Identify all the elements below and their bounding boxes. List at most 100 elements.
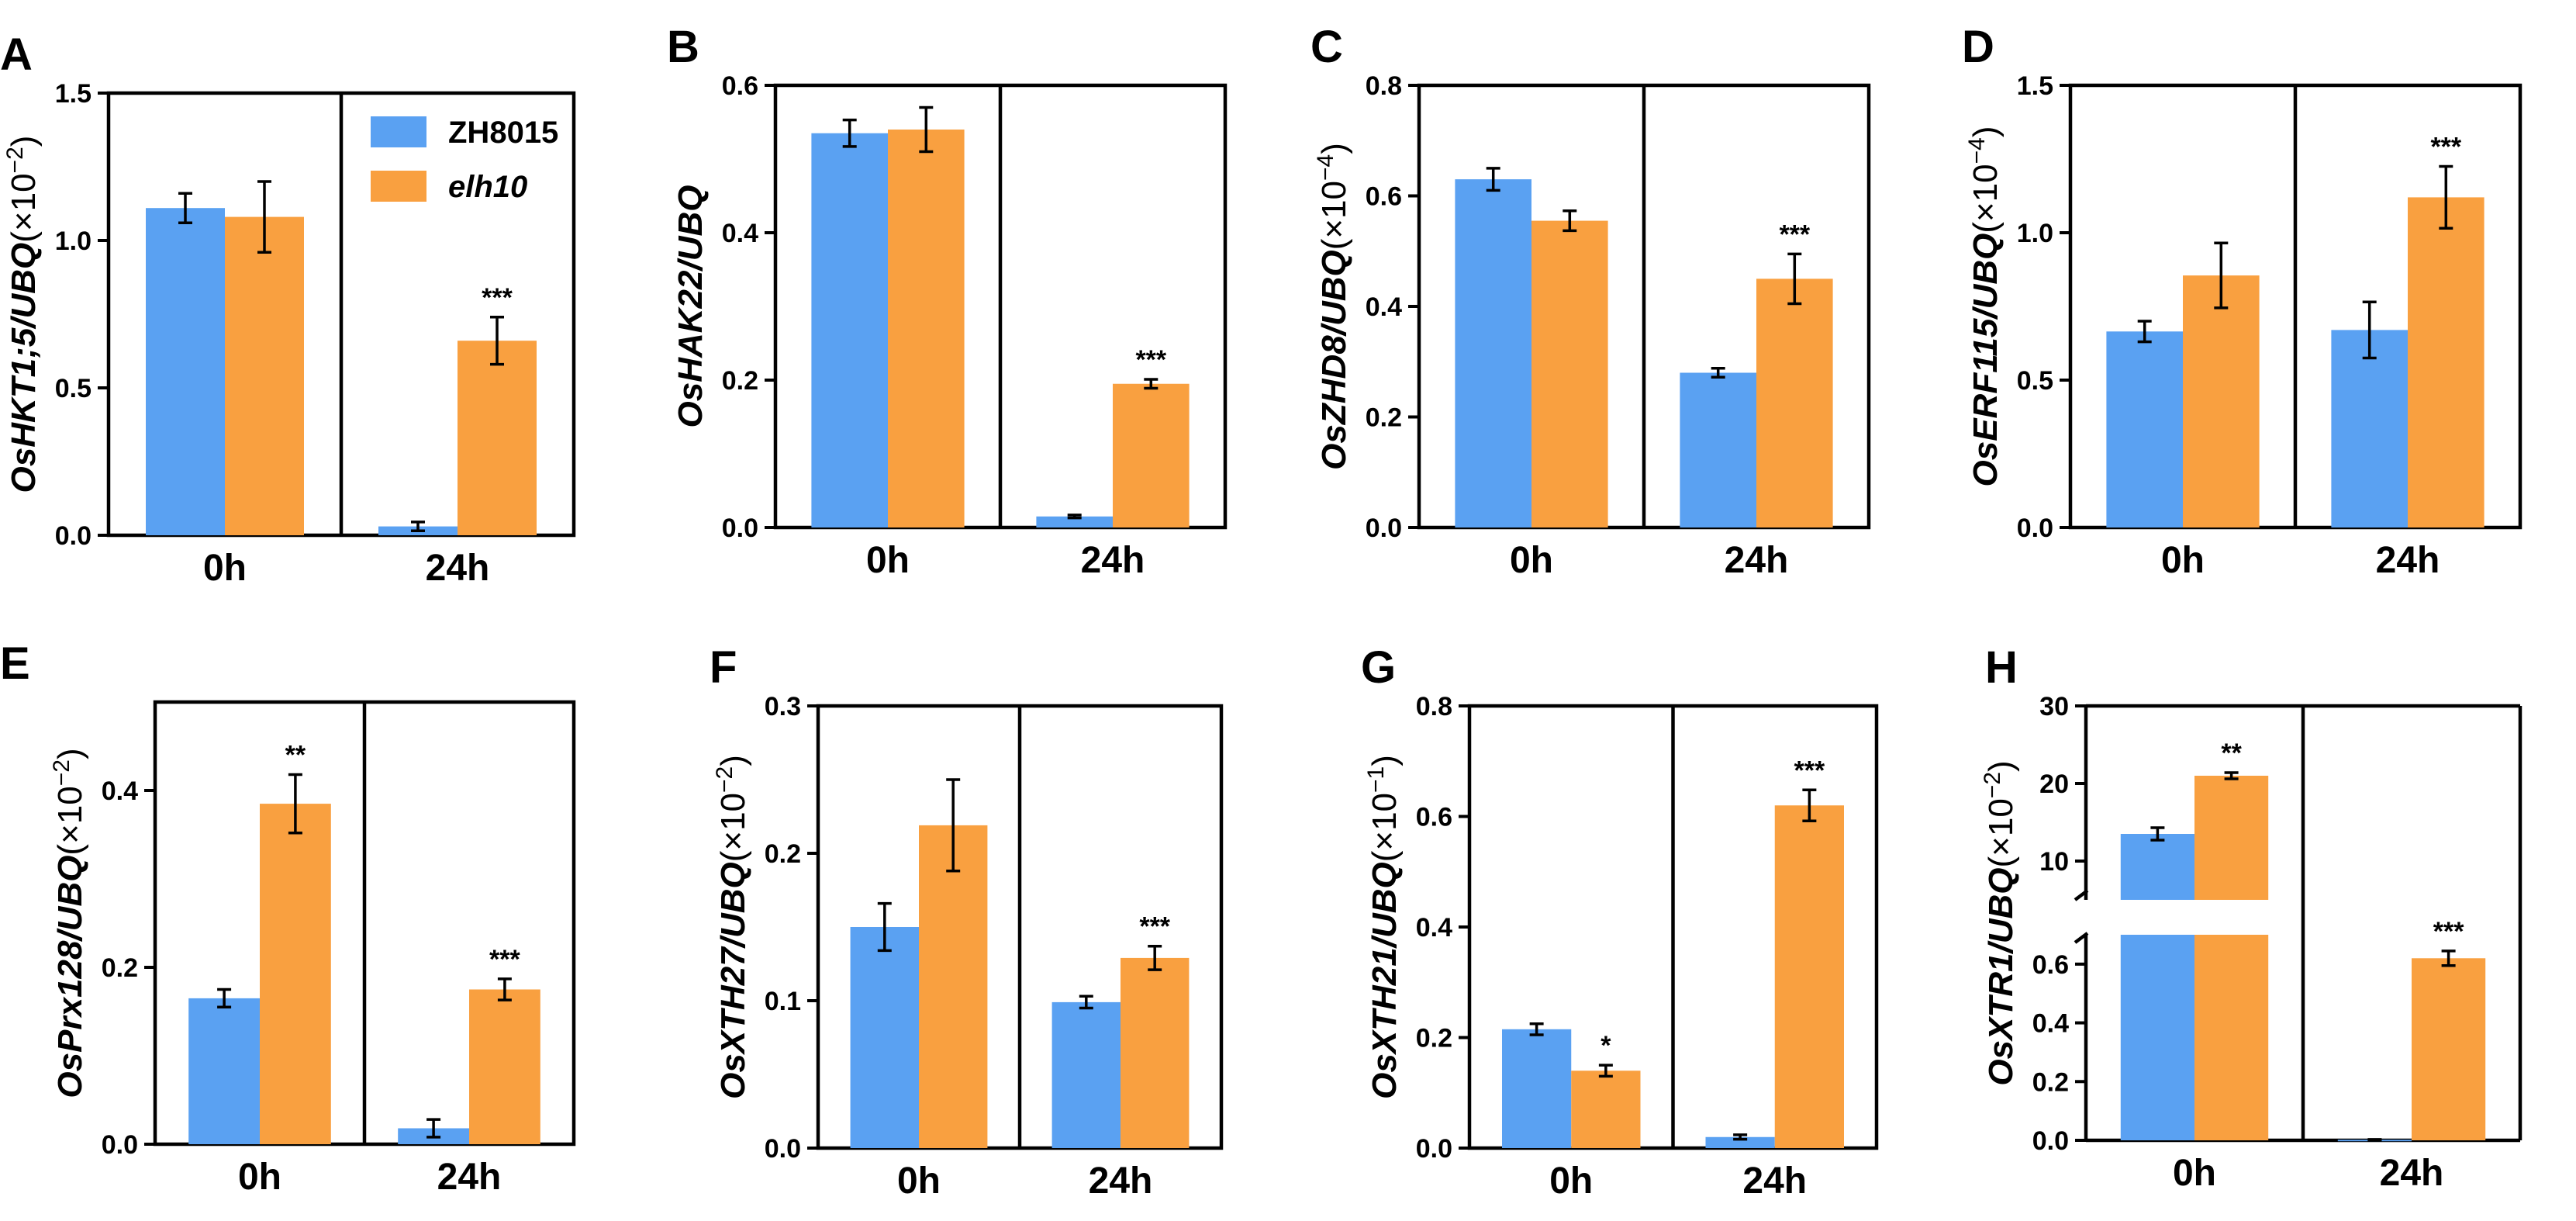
- bar-elh10-24h: [1121, 957, 1190, 1148]
- bar-zh8015-0h: [188, 998, 260, 1144]
- ylabel-scale: (×10: [51, 786, 89, 855]
- ylabel-close: ): [1967, 126, 2005, 137]
- bar-elh10-24h: [2412, 958, 2486, 1140]
- legend-label: ZH8015: [448, 116, 558, 150]
- panel-C: C OsZHD8/UBQ(×10−4) 0h 24h 0.0 0.2 0.4 0.6 0.8 **…: [1310, 22, 1871, 581]
- panel-F: F OsXTH27/UBQ(×10−2) 0h 24h 0.0 0.1 0.2 0.3 ***: [710, 642, 1224, 1202]
- bar-elh10-24h: [1756, 278, 1833, 527]
- x-category-label: 0h: [2173, 1153, 2216, 1194]
- x-category-label: 24h: [2376, 540, 2440, 581]
- bar-zh8015-0h-lower: [2120, 935, 2194, 1140]
- bar-elh10-24h: [1113, 383, 1190, 527]
- y-tick-label: 0.0: [2032, 1126, 2069, 1156]
- ylabel-ref: /UBQ: [1967, 233, 2005, 320]
- significance-mark: *: [1601, 1031, 1611, 1060]
- significance-mark: ***: [489, 945, 520, 974]
- significance-mark: ***: [1139, 912, 1170, 942]
- y-tick-label: 0.0: [765, 1134, 801, 1164]
- y-tick-label: 0.4: [1416, 913, 1452, 943]
- y-tick-label: 1.0: [2017, 219, 2053, 248]
- ylabel-scale: (×10: [1982, 798, 2020, 867]
- y-tick-label: 0.4: [722, 219, 758, 248]
- y-axis-label: OsERF115/UBQ(×10−4): [1964, 126, 2005, 486]
- legend: ZH8015 elh10: [371, 116, 558, 204]
- ylabel-exponent: −2: [712, 766, 737, 793]
- y-tick-label: 0.0: [722, 514, 758, 543]
- y-tick-label: 0.8: [1366, 71, 1402, 101]
- panel-letter: G: [1361, 642, 1396, 693]
- bar-elh10-0h-lower: [2194, 935, 2269, 1140]
- panel-letter: F: [710, 642, 737, 693]
- ylabel-ref: /UBQ: [1315, 250, 1353, 337]
- y-tick-label: 0.2: [2032, 1067, 2069, 1097]
- bar-elh10-24h: [1774, 805, 1844, 1148]
- x-category-label: 24h: [1742, 1160, 1807, 1202]
- y-tick-label: 0.2: [102, 953, 138, 983]
- y-tick-label: 0.2: [1366, 403, 1402, 433]
- bar-zh8015-0h-upper: [2120, 834, 2194, 900]
- ylabel-gene: OsHKT1;5: [5, 327, 43, 493]
- y-axis-label: OsXTH21/UBQ(×10−1): [1363, 755, 1404, 1099]
- bar-elh10-0h: [919, 825, 988, 1148]
- bar-elh10-24h: [2408, 197, 2484, 527]
- bar-zh8015-0h: [811, 133, 888, 527]
- bar-zh8015-24h: [1036, 516, 1113, 527]
- ylabel-gene: OsXTH21: [1366, 947, 1404, 1099]
- bar-elh10-0h: [888, 130, 965, 527]
- y-tick-label: 0.5: [2017, 366, 2053, 396]
- bar-elh10-0h: [225, 216, 304, 535]
- x-category-label: 0h: [897, 1160, 941, 1202]
- ylabel-scale: (×10: [1967, 164, 2005, 233]
- ylabel-scale: (×10: [1366, 793, 1404, 862]
- bar-zh8015-0h: [1502, 1029, 1572, 1148]
- y-tick-label: 20: [2039, 770, 2069, 799]
- x-category-label: 24h: [1725, 540, 1789, 581]
- significance-mark: ***: [2433, 917, 2464, 946]
- bar-elh10-0h: [1571, 1071, 1641, 1148]
- legend-swatch-elh10: [371, 171, 426, 202]
- panel-letter: H: [1985, 642, 2018, 693]
- y-tick-label: 0.6: [722, 71, 758, 101]
- legend-swatch-zh8015: [371, 116, 426, 147]
- y-axis-label: OsZHD8/UBQ(×10−4): [1313, 143, 1353, 470]
- significance-mark: ***: [1794, 756, 1825, 785]
- y-tick-label: 0.4: [102, 777, 138, 806]
- ylabel-exponent: −2: [1980, 772, 2005, 798]
- bar-zh8015-24h: [1680, 372, 1756, 527]
- y-axis-label: OsHAK22/UBQ: [672, 185, 710, 428]
- y-tick-label: 0.4: [1366, 292, 1402, 322]
- panel-D: D OsERF115/UBQ(×10−4) 0h 24h 0.0 0.5 1.0 1.5 ***: [1962, 22, 2522, 581]
- x-category-label: 24h: [437, 1157, 502, 1198]
- significance-mark: **: [2221, 738, 2242, 768]
- bar-elh10-0h: [260, 804, 331, 1144]
- bar-elh10-24h: [469, 989, 540, 1144]
- bar-zh8015-24h: [1705, 1136, 1775, 1148]
- y-tick-label: 0.6: [1366, 182, 1402, 212]
- ylabel-close: ): [714, 755, 752, 766]
- ylabel-ref: /UBQ: [51, 856, 89, 943]
- y-tick-label: 1.5: [55, 79, 92, 109]
- x-category-label: 0h: [203, 548, 247, 589]
- y-axis-label: OsXTR1/UBQ(×10−2): [1980, 760, 2020, 1085]
- y-tick-label: 0.2: [722, 366, 758, 396]
- ylabel-gene: OsZHD8: [1315, 335, 1353, 470]
- y-tick-label: 30: [2039, 692, 2069, 721]
- ylabel-gene: OsPrx128: [51, 940, 89, 1098]
- panel-letter: D: [1962, 22, 1994, 72]
- y-tick-label: 0.0: [1366, 514, 1402, 543]
- y-tick-label: 0.5: [55, 374, 92, 403]
- significance-mark: ***: [482, 283, 513, 313]
- panel-B: B OsHAK22/UBQ 0h 24h 0.0 0.2 0.4 0.6 ***: [667, 22, 1228, 581]
- bar-zh8015-0h: [2106, 331, 2183, 527]
- ylabel-ref: /UBQ: [5, 243, 43, 330]
- y-axis-label: OsXTH27/UBQ(×10−2): [712, 755, 752, 1099]
- x-category-label: 0h: [1510, 540, 1553, 581]
- x-category-label: 24h: [426, 548, 490, 589]
- ylabel-ref: /UBQ: [1366, 862, 1404, 949]
- ylabel-gene: OsXTR1: [1982, 953, 2020, 1086]
- bar-elh10-0h: [2183, 275, 2260, 527]
- ylabel-scale: (×10: [5, 173, 43, 242]
- ylabel-close: ): [1982, 760, 2020, 772]
